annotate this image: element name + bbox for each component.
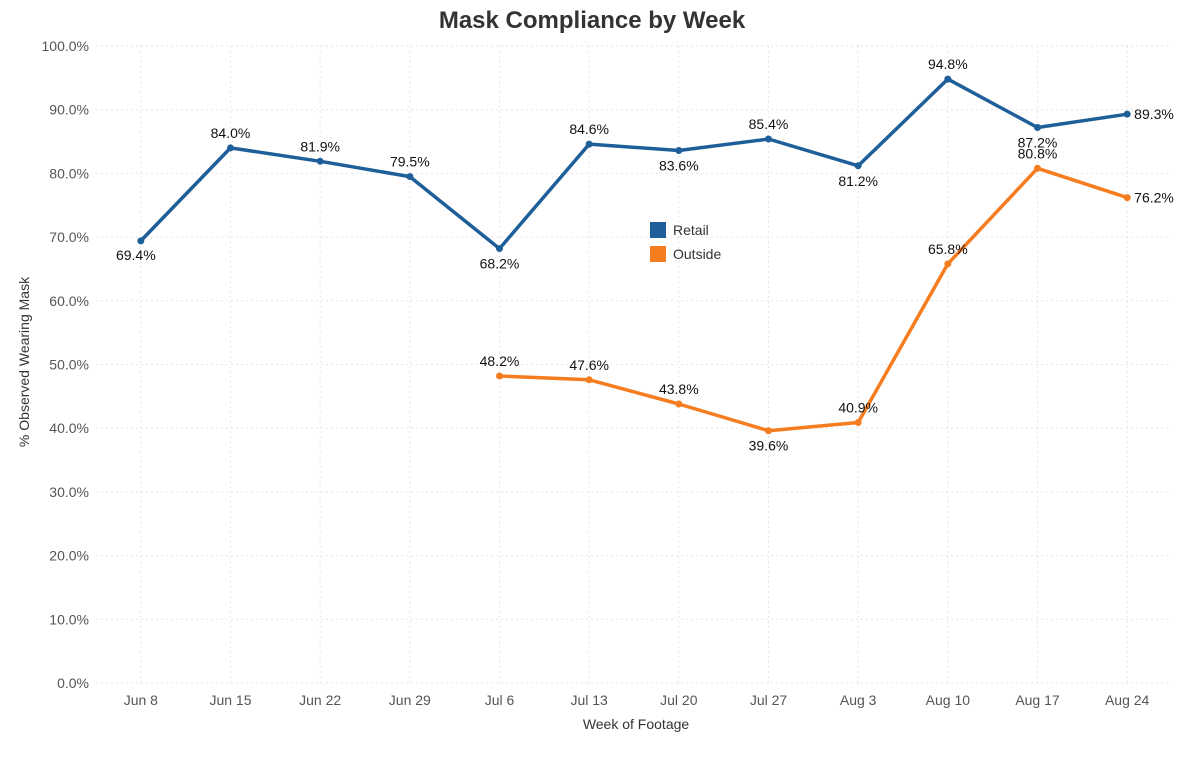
x-tick-label: Jul 20 [660, 692, 698, 708]
data-label-retail: 94.8% [928, 56, 968, 72]
data-point-retail [585, 140, 593, 148]
x-tick-label: Aug 3 [840, 692, 877, 708]
data-label-retail: 79.5% [390, 154, 430, 170]
data-point-outside [675, 400, 683, 408]
data-label-outside: 40.9% [838, 399, 878, 415]
data-point-retail [675, 146, 683, 154]
series-line-retail [139, 77, 1128, 251]
data-point-retail [765, 135, 772, 143]
series-line-outside [499, 166, 1128, 433]
data-labels: 69.4% 84.0% 81.9% 79.5% 68.2% 84.6% 83.6% 85.4%… [116, 56, 1174, 454]
series-lines [137, 75, 1131, 435]
data-point-retail [944, 75, 952, 83]
x-tick-label: Jul 27 [750, 692, 788, 708]
legend: Retail Outside [650, 222, 721, 262]
data-point-retail [227, 144, 234, 152]
data-label-outside: 47.6% [569, 357, 609, 373]
data-label-outside: 43.8% [659, 381, 699, 397]
y-tick-label: 80.0% [49, 165, 89, 181]
y-axis-title: % Observed Wearing Mask [16, 276, 32, 447]
y-tick-label: 30.0% [49, 484, 89, 500]
data-point-retail [496, 245, 503, 253]
legend-label-retail: Retail [673, 222, 709, 238]
data-label-retail: 81.2% [838, 173, 878, 189]
y-tick-label: 10.0% [49, 611, 89, 627]
data-point-outside [944, 260, 952, 268]
x-tick-label: Jun 15 [209, 692, 251, 708]
data-point-retail [1034, 124, 1041, 132]
data-point-retail [854, 162, 862, 170]
data-label-retail: 84.0% [211, 125, 251, 141]
legend-swatch-retail [650, 222, 666, 238]
y-tick-label: 0.0% [57, 675, 89, 691]
legend-swatch-outside [650, 246, 666, 262]
y-tick-label: 90.0% [49, 102, 89, 118]
data-label-outside: 39.6% [749, 438, 789, 454]
legend-label-outside: Outside [673, 246, 721, 262]
x-axis-title: Week of Footage [583, 716, 690, 732]
data-label-retail: 69.4% [116, 247, 156, 263]
y-tick-label: 40.0% [49, 420, 89, 436]
x-axis-ticks: Jun 8 Jun 15 Jun 22 Jun 29 Jul 6 Jul 13 Jul 20… [124, 692, 1150, 708]
data-label-retail: 85.4% [749, 116, 789, 132]
x-tick-label: Jul 13 [570, 692, 608, 708]
y-axis-ticks: 0.0% 10.0% 20.0% 30.0% 40.0% 50.0% 60.0% 70.0% 8… [42, 38, 89, 691]
y-tick-label: 50.0% [49, 357, 89, 373]
data-point-outside [496, 372, 503, 380]
data-point-outside [585, 376, 593, 384]
data-label-retail: 83.6% [659, 157, 699, 173]
x-tick-label: Aug 24 [1105, 692, 1150, 708]
data-point-outside [854, 418, 862, 426]
x-tick-label: Jun 22 [299, 692, 341, 708]
data-point-outside [1034, 164, 1041, 172]
y-tick-label: 70.0% [49, 229, 89, 245]
y-tick-label: 20.0% [49, 548, 89, 564]
x-tick-label: Aug 10 [926, 692, 971, 708]
data-label-retail: 68.2% [480, 256, 520, 272]
data-label-retail: 84.6% [569, 121, 609, 137]
data-label-retail: 81.9% [300, 138, 340, 154]
chart-title: Mask Compliance by Week [439, 7, 746, 34]
x-tick-label: Jun 8 [124, 692, 158, 708]
y-tick-label: 60.0% [49, 293, 89, 309]
data-label-retail: 87.2% [1018, 135, 1058, 151]
data-point-retail [406, 173, 414, 181]
y-tick-label: 100.0% [42, 38, 89, 54]
x-tick-label: Jun 29 [389, 692, 431, 708]
data-label-outside: 76.2% [1134, 190, 1174, 206]
data-point-retail [1123, 110, 1131, 118]
data-point-outside [1123, 194, 1131, 202]
x-tick-label: Aug 17 [1015, 692, 1060, 708]
gridlines [96, 45, 1172, 684]
data-point-retail [316, 157, 324, 165]
data-label-outside: 65.8% [928, 241, 968, 257]
x-tick-label: Jul 6 [485, 692, 515, 708]
data-label-retail: 89.3% [1134, 106, 1174, 122]
data-point-outside [765, 427, 772, 435]
data-label-outside: 48.2% [480, 353, 520, 369]
data-point-retail [137, 237, 145, 245]
data-label-outside: 80.8% [1018, 145, 1058, 161]
